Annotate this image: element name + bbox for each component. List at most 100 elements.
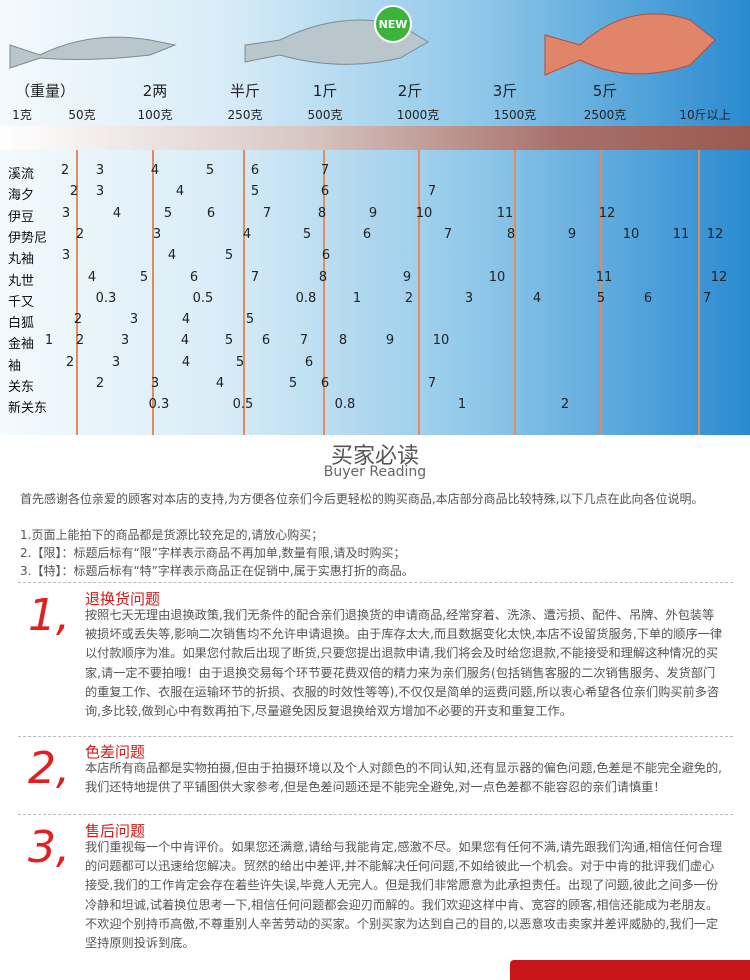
size-value: 3 <box>95 184 105 200</box>
size-value: 4 <box>112 205 122 221</box>
size-value: 4 <box>150 163 160 178</box>
size-value: 6 <box>250 163 260 178</box>
row-name: 丸世 <box>8 273 35 289</box>
column-line <box>514 150 516 435</box>
weight-label: 5斤 <box>592 82 618 100</box>
section-title: 色差问题 <box>85 743 146 761</box>
size-value: 3 <box>61 248 71 264</box>
size-value: 6 <box>261 333 271 349</box>
size-value: 2 <box>65 354 75 370</box>
intro-text: 1.页面上能拍下的商品都是货源比较充足的,请放心购买； <box>20 528 324 542</box>
size-value: 6 <box>320 184 330 200</box>
size-value: 3 <box>150 376 160 391</box>
size-value: 2 <box>560 397 570 413</box>
size-value: 11 <box>672 226 690 242</box>
size-value: 6 <box>189 269 199 285</box>
row-name: 伊势尼 <box>8 230 48 246</box>
size-value: 5 <box>288 376 298 391</box>
gram-label: 10斤以上 <box>679 108 731 122</box>
section-body: 本店所有商品都是实物拍摄,但由于拍摄环境以及个人对颜色的不同认知,还有显示器的偏… <box>85 761 723 795</box>
section-body: 我们重视每一个中肯评价。如果您还满意,请给与我能肯定,感激不尽。如果您有任何不满… <box>85 840 723 951</box>
size-value: 4 <box>532 290 542 306</box>
size-value: 1 <box>457 397 467 413</box>
size-value: 3 <box>120 333 130 349</box>
size-value: 5 <box>205 163 215 178</box>
reading-subtitle: Buyer Reading <box>323 464 427 480</box>
gram-label: 50克 <box>68 108 96 122</box>
new-badge: NEW <box>379 18 408 31</box>
size-value: 10 <box>415 205 433 221</box>
size-value: 2 <box>75 226 85 242</box>
size-value: 2 <box>404 290 414 306</box>
size-value: 5 <box>235 354 245 370</box>
size-value: 4 <box>242 226 252 242</box>
size-value: 7 <box>702 290 712 306</box>
size-value: 12 <box>710 269 728 285</box>
size-value: 5 <box>139 269 149 285</box>
size-value: 6 <box>206 205 216 221</box>
size-value: 0.3 <box>95 290 117 306</box>
size-value: 7 <box>427 376 437 391</box>
size-value: 5 <box>163 205 173 221</box>
size-value: 1 <box>44 333 54 349</box>
column-line <box>152 150 154 435</box>
size-value: 3 <box>152 226 162 242</box>
column-line <box>323 150 325 435</box>
size-value: 2 <box>95 376 105 391</box>
size-value: 2 <box>69 184 79 200</box>
size-value: 0.8 <box>295 290 317 306</box>
size-value: 6 <box>643 290 653 306</box>
size-value: 8 <box>506 226 516 242</box>
size-value: 9 <box>567 226 577 242</box>
gram-label: 2500克 <box>583 108 627 122</box>
section-number: 3, <box>28 822 70 873</box>
size-value: 2 <box>73 312 83 328</box>
size-value: 0.5 <box>192 290 214 306</box>
row-name: 丸袖 <box>8 252 35 268</box>
size-value: 3 <box>61 205 71 221</box>
size-value: 3 <box>95 163 105 178</box>
size-value: 9 <box>385 333 395 349</box>
size-value: 1 <box>352 290 362 306</box>
weight-gradient-bar <box>0 126 750 150</box>
row-name: 海夕 <box>8 188 35 204</box>
size-value: 10 <box>622 226 640 242</box>
section-body: 按照七天无理由退换政策,我们无条件的配合亲们退换货的申请商品,经常穿着、洗涤、遭… <box>85 608 723 719</box>
row-name: 伊豆 <box>8 209 35 225</box>
weight-label: 半斤 <box>229 82 261 100</box>
size-value: 4 <box>175 184 185 200</box>
size-value: 3 <box>111 354 121 370</box>
size-value: 7 <box>320 163 330 178</box>
size-value: 8 <box>338 333 348 349</box>
row-name: 金袖 <box>8 337 35 353</box>
size-value: 4 <box>167 248 177 264</box>
size-value: 5 <box>250 184 260 200</box>
divider <box>18 582 733 583</box>
size-value: 4 <box>181 354 191 370</box>
section-title: 售后问题 <box>85 822 146 840</box>
size-value: 2 <box>60 163 70 178</box>
size-value: 4 <box>215 376 225 391</box>
reading-title: 买家必读 <box>330 444 419 469</box>
size-value: 10 <box>432 333 450 349</box>
section-title: 退换货问题 <box>85 590 161 608</box>
weight-label: 2斤 <box>397 82 423 100</box>
section-number: 1, <box>28 590 70 641</box>
weight-label: 1斤 <box>312 82 338 100</box>
size-value: 12 <box>598 205 616 221</box>
size-value: 5 <box>302 226 312 242</box>
section-number: 2, <box>28 743 70 794</box>
row-name: 新关东 <box>8 401 48 417</box>
column-line <box>418 150 420 435</box>
weight-label: 3斤 <box>492 82 518 100</box>
size-value: 0.8 <box>334 397 356 413</box>
size-value: 0.5 <box>232 397 254 413</box>
footer-banner <box>510 960 750 980</box>
column-line <box>600 150 602 435</box>
column-line <box>76 150 78 435</box>
row-name: 千又 <box>8 294 35 310</box>
size-value: 3 <box>464 290 474 306</box>
size-value: 5 <box>245 312 255 328</box>
intro-text: 2.【限】：标题后标有“限”字样表示商品不再加单,数量有限,请及时购买； <box>20 546 406 560</box>
